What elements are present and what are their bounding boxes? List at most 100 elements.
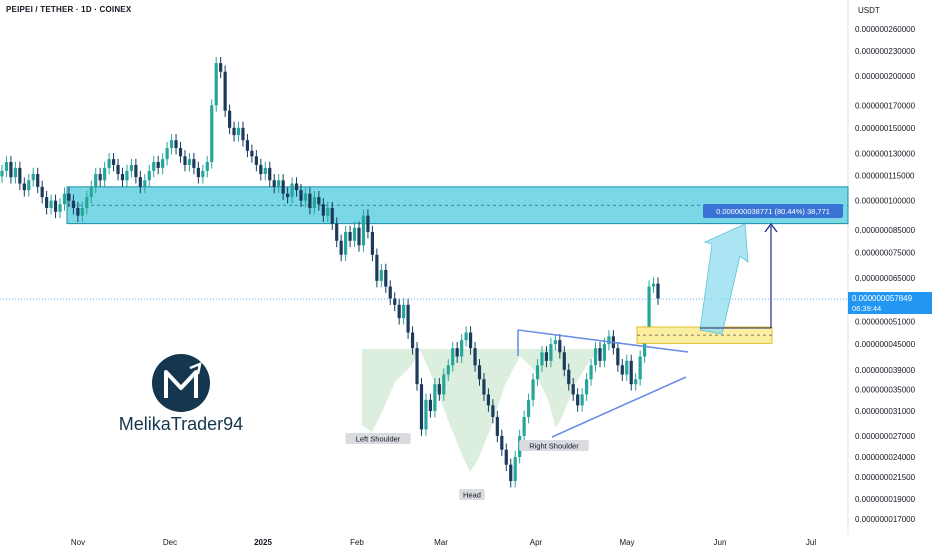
candle-body <box>223 71 227 111</box>
candle-body <box>143 180 147 187</box>
candle-body <box>9 162 13 178</box>
candle-body <box>468 332 473 349</box>
candle-body <box>567 369 571 385</box>
candle-body <box>22 183 26 191</box>
candle-body <box>103 167 107 181</box>
candle-body <box>464 332 468 341</box>
x-tick-label: Dec <box>163 538 177 547</box>
candle-body <box>129 164 134 171</box>
ascending-trendline <box>551 376 687 438</box>
candle-body <box>540 352 544 366</box>
y-axis: 0.000000260000 0.000000230000 0.0000002000… <box>855 25 916 524</box>
candle-body <box>183 156 187 165</box>
candle-body <box>214 63 218 106</box>
candle-body <box>303 193 308 201</box>
candle-body <box>210 105 214 163</box>
x-tick-label: Feb <box>350 538 364 547</box>
pattern-label-bg <box>519 440 589 451</box>
candle-countdown: 06:39:44 <box>852 304 881 313</box>
candle-body <box>513 457 517 482</box>
candle-body <box>0 170 4 177</box>
pattern-label-bg <box>345 433 411 444</box>
candle-body <box>504 449 508 465</box>
candle-body <box>335 223 339 241</box>
candle-body <box>161 159 165 168</box>
candle-body <box>433 384 437 412</box>
candle-body <box>308 193 312 208</box>
candle-body <box>656 283 660 299</box>
candle-body <box>522 416 526 436</box>
candle-body <box>344 231 348 255</box>
last-price-tag <box>848 291 932 314</box>
candle-body <box>415 348 419 385</box>
symbol-title: PEIPEI / TETHER · 1D · COINEX <box>6 5 132 14</box>
y-tick-label: 0.000000024000 <box>855 453 916 462</box>
candle-body <box>638 356 642 380</box>
candle-body <box>330 207 334 224</box>
candle-body <box>473 348 477 366</box>
candle-body <box>290 183 294 198</box>
candle-body <box>620 365 624 375</box>
candle-body <box>634 379 638 385</box>
candle-body <box>419 384 424 430</box>
candle-body <box>58 204 62 212</box>
measure-label-box <box>703 204 843 218</box>
candle-body <box>187 159 192 165</box>
candle-body <box>598 348 602 361</box>
candle-body <box>147 170 151 181</box>
x-tick-label: Jun <box>714 538 727 547</box>
projection-arrow <box>699 223 749 335</box>
candle-body <box>18 167 22 184</box>
y-tick-label: 0.000000045000 <box>855 340 916 349</box>
candle-body <box>491 405 495 417</box>
candle-body <box>339 240 343 255</box>
candle-body <box>277 180 281 187</box>
candle-body <box>509 464 513 482</box>
candle-body <box>629 360 633 385</box>
candle-body <box>379 269 383 281</box>
candle-body <box>263 167 267 174</box>
inverse-head-and-shoulders-pattern <box>362 349 605 472</box>
y-tick-label: 0.000000150000 <box>855 124 916 133</box>
candle-body <box>625 360 629 375</box>
x-tick-label: May <box>619 538 634 547</box>
candle-body <box>326 207 330 216</box>
pattern-label: Right Shoulder <box>529 442 579 451</box>
candle-body <box>477 365 482 380</box>
candle-body <box>241 127 245 141</box>
candle-body <box>245 140 250 151</box>
candle-body <box>553 340 557 345</box>
measure-arrowhead-icon <box>764 222 778 233</box>
candle-body <box>317 197 321 205</box>
candle-body <box>98 173 102 181</box>
candle-body <box>402 304 406 319</box>
candle-body <box>76 207 80 216</box>
candle-body <box>388 286 392 299</box>
candle-body <box>558 340 562 353</box>
candle-body <box>643 332 647 357</box>
candle-body <box>428 399 433 412</box>
candle-body <box>580 394 584 406</box>
candle-body <box>500 435 504 450</box>
y-tick-label: 0.000000085000 <box>855 226 916 235</box>
candle-body <box>584 379 589 395</box>
candle-body <box>651 283 656 287</box>
candle-body <box>647 286 651 333</box>
x-axis: Nov Dec 2025 Feb Mar Apr May Jun Jul <box>71 538 816 547</box>
x-tick-label: Nov <box>71 538 85 547</box>
candle-body <box>486 394 491 406</box>
candle-body <box>495 416 499 436</box>
candle-body <box>281 180 285 194</box>
candle-body <box>460 340 464 357</box>
candle-body <box>357 227 361 246</box>
candle-body <box>27 180 31 191</box>
candle-body <box>134 164 138 178</box>
x-tick-label: 2025 <box>254 538 272 547</box>
y-tick-label: 0.000000031000 <box>855 407 916 416</box>
watermark: MelikaTrader94 <box>119 354 243 434</box>
candle-body <box>169 140 174 149</box>
candle-body <box>526 399 531 417</box>
candle-body <box>576 394 580 406</box>
